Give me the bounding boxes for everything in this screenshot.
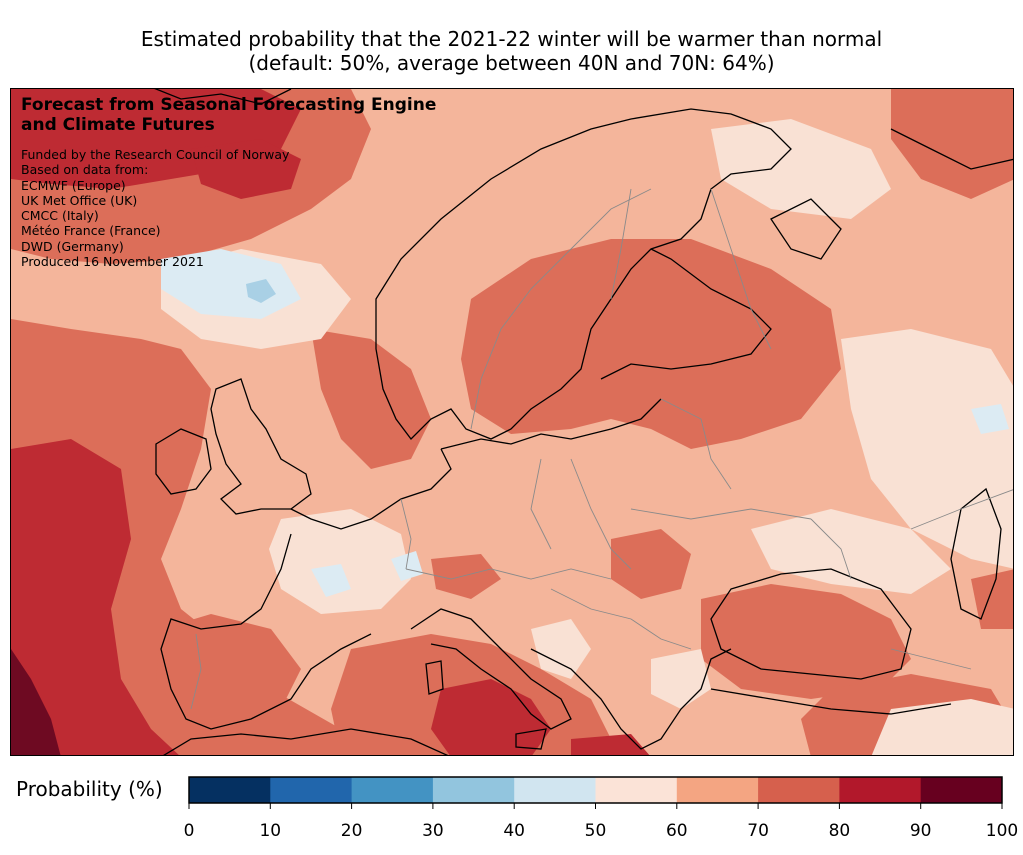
forecast-info-overlay: Forecast from Seasonal Forecasting Engin… bbox=[21, 95, 436, 269]
coast-north-africa bbox=[163, 728, 449, 755]
coast-anatolia bbox=[710, 688, 952, 715]
border-caucasus bbox=[890, 648, 972, 670]
colorbar-tick-label-0: 0 bbox=[183, 821, 195, 841]
chart-title-line-1: Estimated probability that the 2021-22 w… bbox=[140, 27, 883, 51]
border-france-germany bbox=[400, 498, 412, 570]
probability-map: Forecast from Seasonal Forecasting Engin… bbox=[10, 88, 1014, 756]
border-balkans bbox=[550, 588, 692, 650]
fill-alps-70-80 bbox=[431, 554, 501, 599]
fill-ural-70-80 bbox=[891, 89, 1013, 199]
colorbar bbox=[188, 776, 1003, 809]
border-central-east bbox=[570, 458, 632, 570]
forecast-heading-line-2: and Climate Futures bbox=[21, 115, 215, 135]
border-ukraine-russia bbox=[810, 518, 852, 580]
border-finland-russia bbox=[710, 188, 772, 350]
fill-atlantic-30-40 bbox=[246, 279, 276, 303]
border-baltics-russia bbox=[660, 398, 732, 490]
coast-iceland bbox=[154, 89, 292, 105]
colorbar-bin-50-60 bbox=[595, 777, 678, 803]
coast-continental-north bbox=[290, 448, 452, 530]
coastlines bbox=[154, 89, 1013, 755]
forecast-heading-line-1: Forecast from Seasonal Forecasting Engin… bbox=[21, 95, 437, 115]
fill-scandinavia-70-80 bbox=[461, 239, 841, 449]
colorbar-bin-10-20 bbox=[270, 777, 353, 803]
colorbar-tick-label-90: 90 bbox=[909, 821, 932, 841]
fill-siberia-40-50 bbox=[971, 404, 1009, 434]
colorbar-bin-80-90 bbox=[839, 777, 922, 803]
colorbar-tick-label-30: 30 bbox=[422, 821, 444, 841]
fill-black-sea-70-80 bbox=[701, 584, 911, 699]
coast-baltic-south bbox=[440, 398, 662, 450]
fill-ukraine-50-60 bbox=[751, 509, 951, 594]
coast-sardinia bbox=[425, 660, 444, 695]
forecast-heading: Forecast from Seasonal Forecasting Engin… bbox=[21, 95, 436, 135]
fill-iceland-80-90 bbox=[191, 139, 301, 199]
coast-finland-baltic bbox=[600, 248, 772, 380]
colorbar-bin-70-80 bbox=[758, 777, 840, 803]
fill-tyrrhenian-80-90 bbox=[431, 679, 551, 755]
colorbar-tick-label-60: 60 bbox=[665, 821, 688, 841]
funding-note: Funded by the Research Council of Norway bbox=[21, 147, 290, 162]
coast-great-britain bbox=[210, 378, 312, 515]
colorbar-bin-30-40 bbox=[432, 777, 515, 803]
fill-north-sea-70-80 bbox=[311, 329, 431, 469]
fill-balkans-70-80 bbox=[611, 529, 691, 599]
colorbar-tick-label-50: 50 bbox=[584, 821, 607, 841]
colorbar-label: Probability (%) bbox=[16, 777, 163, 801]
fill-bay-biscay-40-50 bbox=[311, 564, 351, 597]
coast-white-sea bbox=[770, 198, 842, 260]
coast-caspian bbox=[950, 487, 1002, 620]
colorbar-tick-label-100: 100 bbox=[985, 821, 1019, 841]
coast-ireland bbox=[155, 428, 212, 495]
colorbar-tick-label-80: 80 bbox=[828, 821, 851, 841]
data-source-meteofrance: Météo France (France) bbox=[21, 223, 161, 239]
coast-black-sea bbox=[710, 568, 912, 680]
colorbar-bin-40-50 bbox=[514, 777, 596, 803]
data-source-dwd: DWD (Germany) bbox=[21, 238, 124, 254]
colorbar-bin-0-10 bbox=[189, 777, 271, 803]
country-borders bbox=[190, 188, 1013, 710]
fill-barents-50-60 bbox=[711, 119, 891, 219]
data-source-heading: Based on data from: bbox=[21, 162, 149, 178]
colorbar-bin-90-100 bbox=[920, 777, 1003, 803]
colorbar-tick-label-40: 40 bbox=[503, 821, 525, 841]
border-norway-sweden bbox=[470, 188, 652, 430]
border-germany-poland bbox=[530, 458, 552, 550]
border-spain-portugal bbox=[190, 633, 202, 710]
fill-atlantic-40-50 bbox=[161, 249, 301, 319]
coast-arctic-russia bbox=[890, 128, 1013, 170]
coast-biscay-iberia bbox=[160, 533, 372, 730]
colorbar-tick-label-10: 10 bbox=[259, 821, 282, 841]
fill-russia-east-50-60 bbox=[841, 329, 1013, 569]
fill-iberia-70-80 bbox=[156, 614, 301, 729]
colorbar-tick-label-70: 70 bbox=[747, 821, 769, 841]
colorbar-tick-label-20: 20 bbox=[340, 821, 363, 841]
production-date: Produced 16 November 2021 bbox=[21, 254, 204, 270]
border-sweden-finland bbox=[610, 188, 632, 300]
chart-title-line-2: (default: 50%, average between 40N and 7… bbox=[248, 51, 775, 75]
coast-balkans-greece bbox=[530, 648, 732, 750]
fill-caspian-70-80 bbox=[971, 569, 1013, 629]
data-source-ecmwf: ECMWF (Europe) bbox=[21, 177, 126, 193]
forecast-info-lines: Funded by the Research Council of Norway… bbox=[21, 147, 436, 269]
fill-atlantic-80-90 bbox=[11, 439, 179, 755]
data-source-ukmo: UK Met Office (UK) bbox=[21, 192, 138, 208]
border-ukraine-north bbox=[630, 508, 812, 520]
fill-arabia-north-50-60 bbox=[871, 699, 1013, 755]
border-russia-kazakhstan bbox=[910, 489, 1013, 530]
data-source-cmcc: CMCC (Italy) bbox=[21, 208, 99, 224]
border-alpine bbox=[405, 568, 612, 580]
colorbar-bin-60-70 bbox=[676, 777, 759, 803]
fill-alpine-40-50 bbox=[391, 551, 423, 581]
coast-sicily bbox=[515, 728, 547, 750]
fill-adriatic-50-60 bbox=[531, 619, 591, 679]
fill-ionian-80-90 bbox=[571, 734, 650, 755]
coast-italy bbox=[410, 608, 572, 730]
colorbar-bin-20-30 bbox=[351, 777, 434, 803]
map-canvas bbox=[11, 89, 1013, 755]
fill-france-50-60 bbox=[269, 509, 411, 614]
fill-southwest-corner-90-100 bbox=[11, 649, 61, 755]
